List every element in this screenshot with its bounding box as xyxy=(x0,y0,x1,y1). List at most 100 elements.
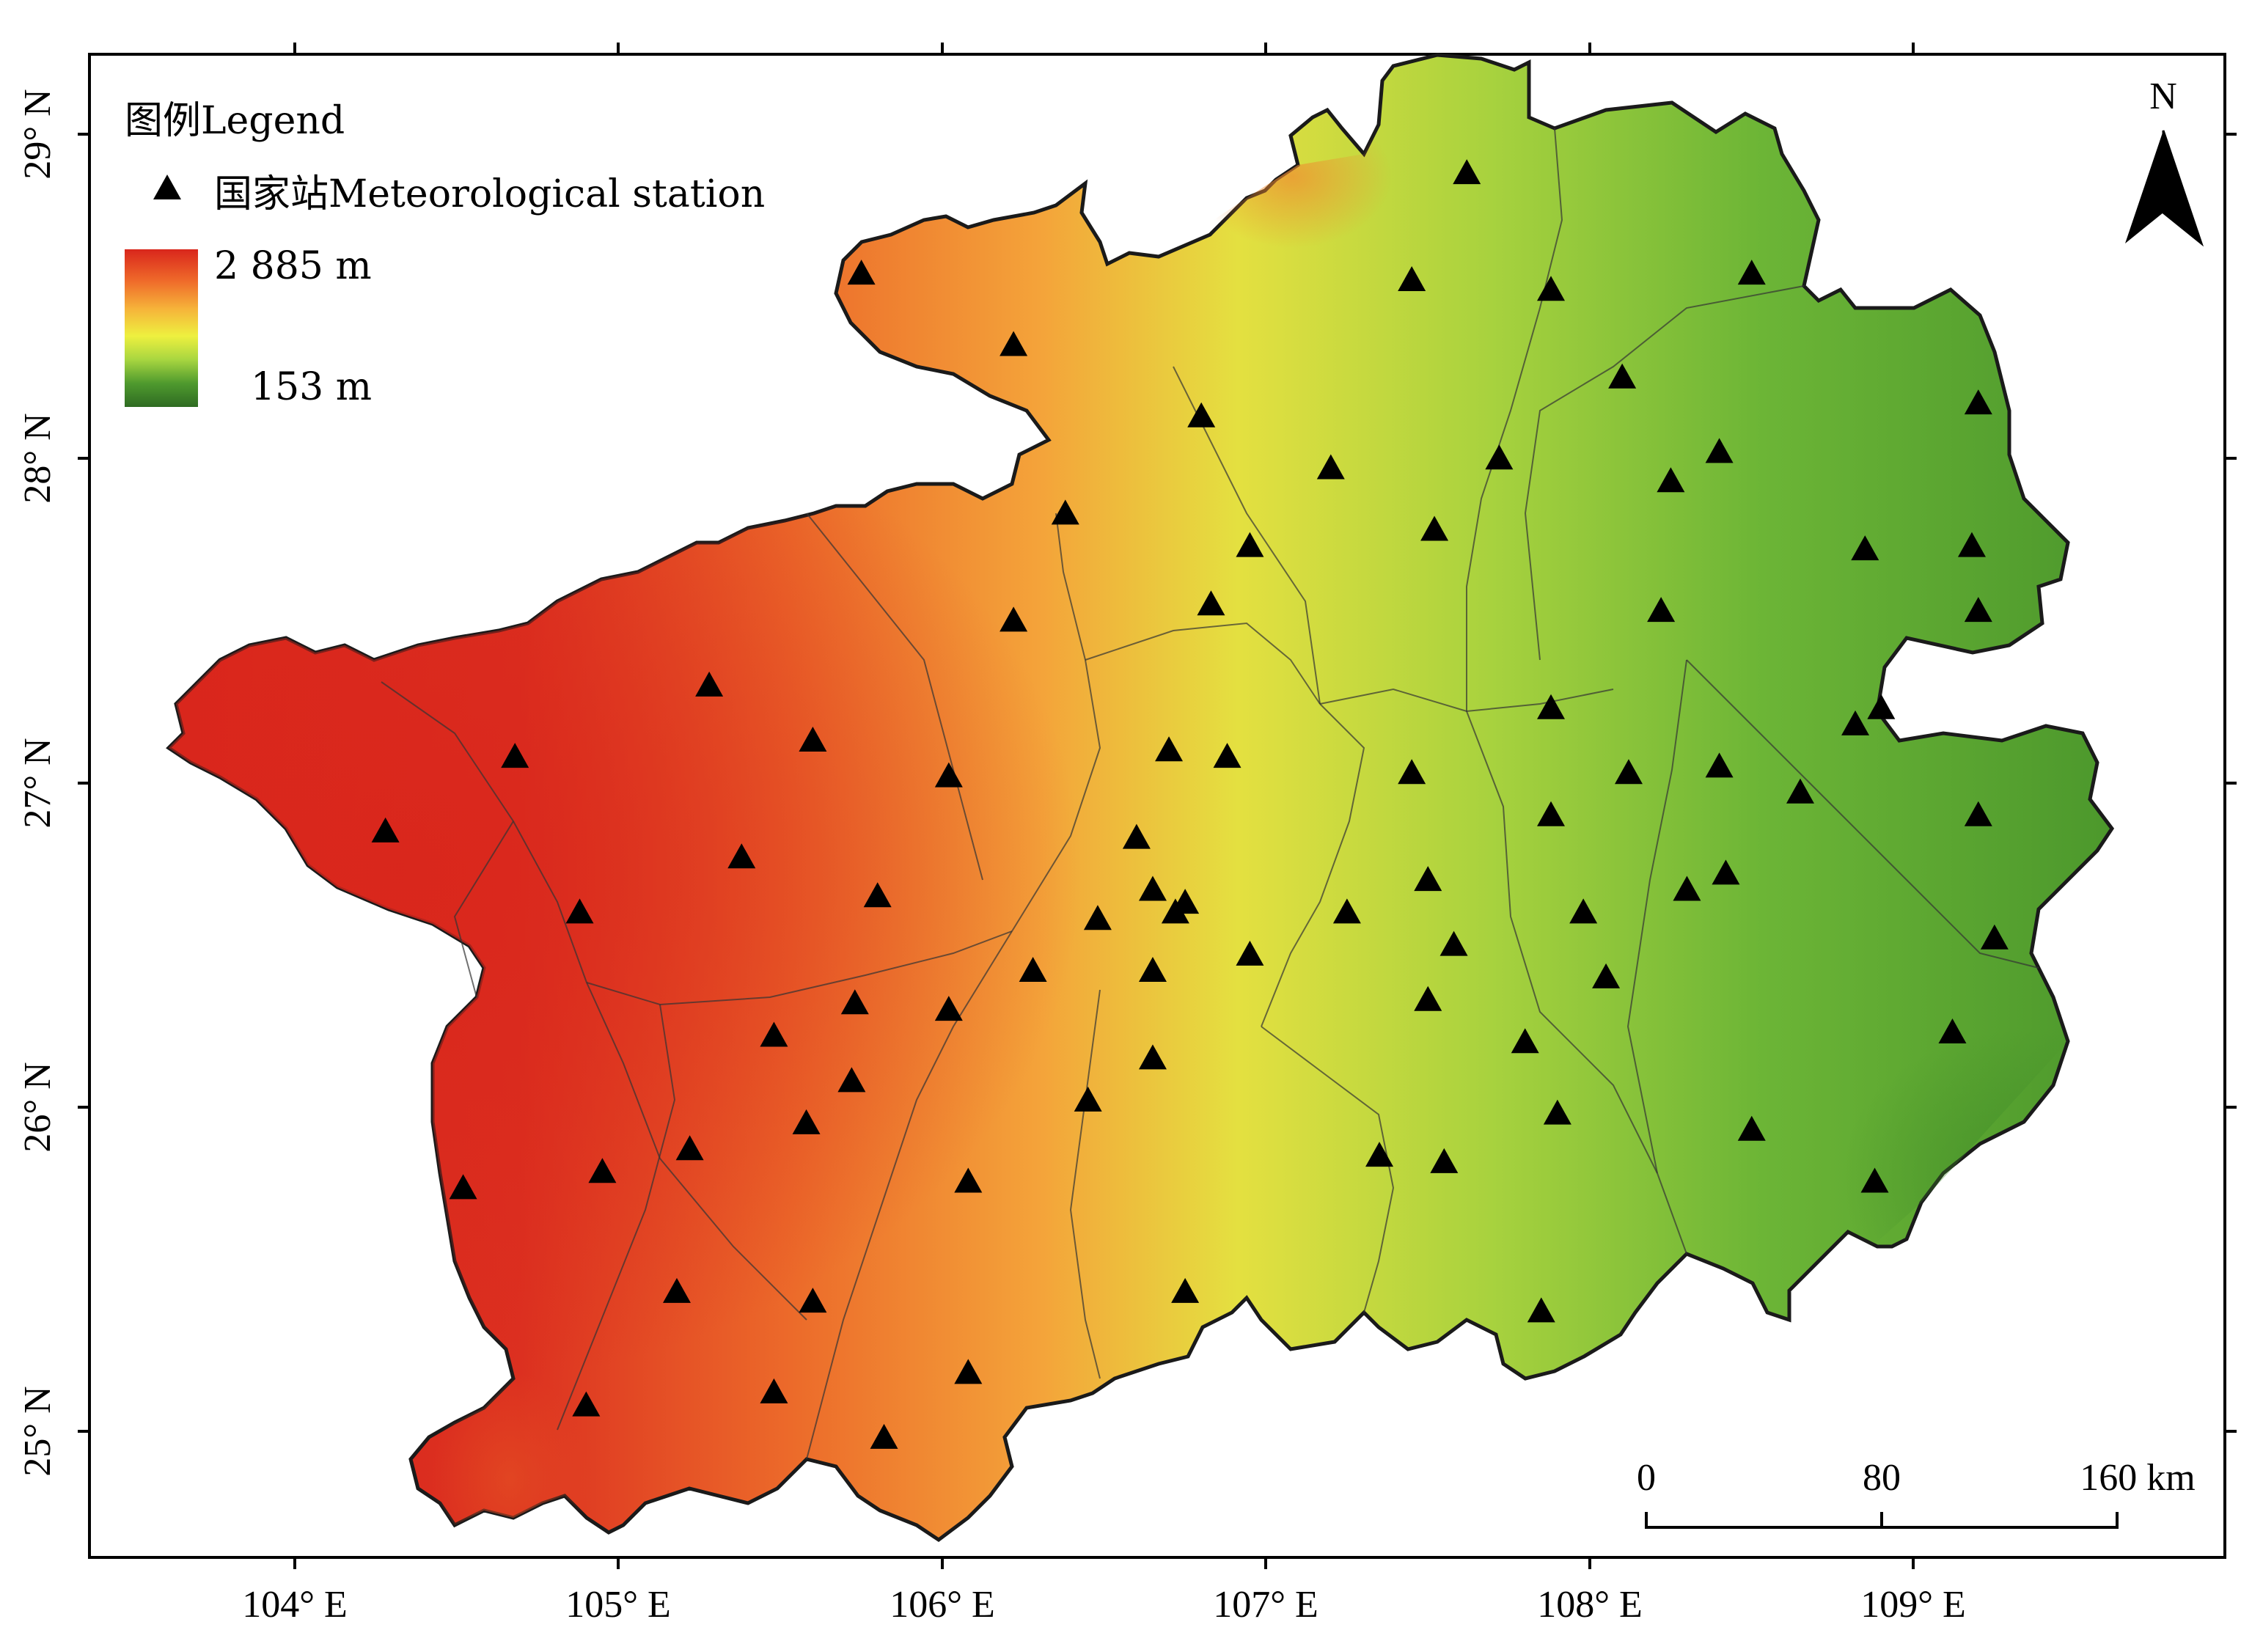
station-marker xyxy=(1171,1277,1200,1303)
lon-label-105: 105° E xyxy=(565,1584,671,1626)
station-marker xyxy=(1980,924,2009,950)
station-marker xyxy=(1453,159,1481,185)
station-marker xyxy=(1608,363,1637,389)
station-marker xyxy=(1657,467,1685,493)
station-marker xyxy=(1964,597,1992,623)
station-marker xyxy=(1074,1086,1102,1112)
guizhou-province-region xyxy=(166,53,2115,1543)
north-arrow-right xyxy=(2162,130,2204,247)
county-boundaries xyxy=(381,128,2039,1460)
station-marker xyxy=(799,1288,827,1313)
station-marker xyxy=(1537,694,1566,719)
station-marker xyxy=(572,1391,601,1417)
station-marker xyxy=(934,996,963,1021)
lat-label-26: 26° N xyxy=(17,1062,59,1152)
station-marker xyxy=(1511,1028,1539,1054)
station-marker xyxy=(1938,1018,1967,1044)
scale-bar: 0 80 160 km xyxy=(1637,1457,2196,1529)
legend-elevation-max: 2 885 m xyxy=(214,244,372,288)
scale-label-80: 80 xyxy=(1863,1457,1901,1499)
legend-elevation-min: 153 m xyxy=(251,365,372,409)
station-marker xyxy=(1964,389,1992,415)
station-marker xyxy=(1569,898,1598,924)
station-marker xyxy=(954,1167,983,1193)
station-marker xyxy=(1705,752,1734,778)
station-marker xyxy=(792,1109,821,1134)
station-marker xyxy=(1138,1044,1167,1070)
station-marker xyxy=(1155,736,1184,762)
station-marker xyxy=(1737,1115,1766,1141)
station-marker xyxy=(1398,266,1426,292)
station-marker xyxy=(1414,866,1442,892)
station-marker xyxy=(1851,535,1879,561)
station-marker xyxy=(1236,532,1264,557)
legend-title: 图例Legend xyxy=(125,99,345,143)
station-marker xyxy=(840,989,869,1015)
station-marker xyxy=(1138,875,1167,901)
station-marker xyxy=(1860,1167,1889,1193)
station-marker xyxy=(1430,1148,1459,1173)
station-marker xyxy=(1964,801,1992,826)
station-marker xyxy=(1592,963,1621,988)
station-marker xyxy=(1236,940,1264,966)
station-marker xyxy=(1957,532,1986,557)
station-marker xyxy=(1420,515,1449,541)
station-marker xyxy=(1332,898,1361,924)
station-marker xyxy=(1737,260,1766,285)
graticule-ticks xyxy=(78,43,2237,1569)
scale-label-160: 160 km xyxy=(2080,1457,2195,1499)
station-marker xyxy=(1138,957,1167,983)
station-marker xyxy=(1614,759,1643,785)
lon-label-107: 107° E xyxy=(1213,1584,1318,1626)
station-marker xyxy=(1414,985,1442,1011)
station-marker xyxy=(662,1277,691,1303)
lat-label-27: 27° N xyxy=(17,738,59,828)
station-marker xyxy=(1171,889,1200,914)
latitude-labels: 29° N 28° N 27° N 26° N 25° N xyxy=(17,89,59,1476)
station-marker xyxy=(1786,778,1814,804)
lat-label-25: 25° N xyxy=(17,1386,59,1476)
station-marker xyxy=(1867,694,1896,719)
station-marker xyxy=(1527,1297,1555,1323)
station-marker xyxy=(1197,590,1225,616)
station-marker xyxy=(870,1423,898,1449)
station-marker xyxy=(1122,823,1151,849)
station-marker xyxy=(1647,597,1676,623)
station-marker xyxy=(1213,743,1241,768)
legend-station-label: 国家站Meteorological station xyxy=(214,172,765,216)
lat-label-28: 28° N xyxy=(17,413,59,503)
southeast-lowland-overlay xyxy=(1379,763,2112,1357)
station-marker xyxy=(954,1359,983,1384)
legend-elevation-ramp xyxy=(125,249,198,407)
north-arrow: N xyxy=(2125,76,2204,247)
station-marker xyxy=(695,671,724,697)
station-marker xyxy=(565,898,594,924)
lon-label-104: 104° E xyxy=(242,1584,348,1626)
north-ridge-overlay xyxy=(990,117,1540,513)
station-marker xyxy=(1543,1099,1571,1125)
station-marker xyxy=(837,1067,866,1093)
station-marker xyxy=(1083,905,1112,930)
station-marker xyxy=(799,727,827,752)
station-marker xyxy=(727,843,756,869)
legend-station-symbol xyxy=(153,175,181,199)
station-marker xyxy=(1187,402,1216,427)
station-marker xyxy=(1705,438,1734,463)
station-marker xyxy=(1485,444,1514,470)
scale-label-0: 0 xyxy=(1637,1457,1656,1499)
stations-layer xyxy=(371,159,2009,1449)
south-highland-overlay xyxy=(411,997,807,1532)
station-marker xyxy=(1316,454,1345,480)
lon-label-106: 106° E xyxy=(890,1584,995,1626)
station-marker xyxy=(1019,957,1047,983)
north-arrow-left xyxy=(2125,131,2163,243)
station-marker xyxy=(675,1135,704,1161)
station-marker xyxy=(1712,859,1740,885)
map-frame xyxy=(88,53,2226,1559)
station-marker xyxy=(1051,499,1079,525)
station-marker xyxy=(501,743,529,768)
station-marker xyxy=(934,762,963,788)
station-marker xyxy=(1537,801,1566,826)
station-marker xyxy=(588,1158,617,1183)
